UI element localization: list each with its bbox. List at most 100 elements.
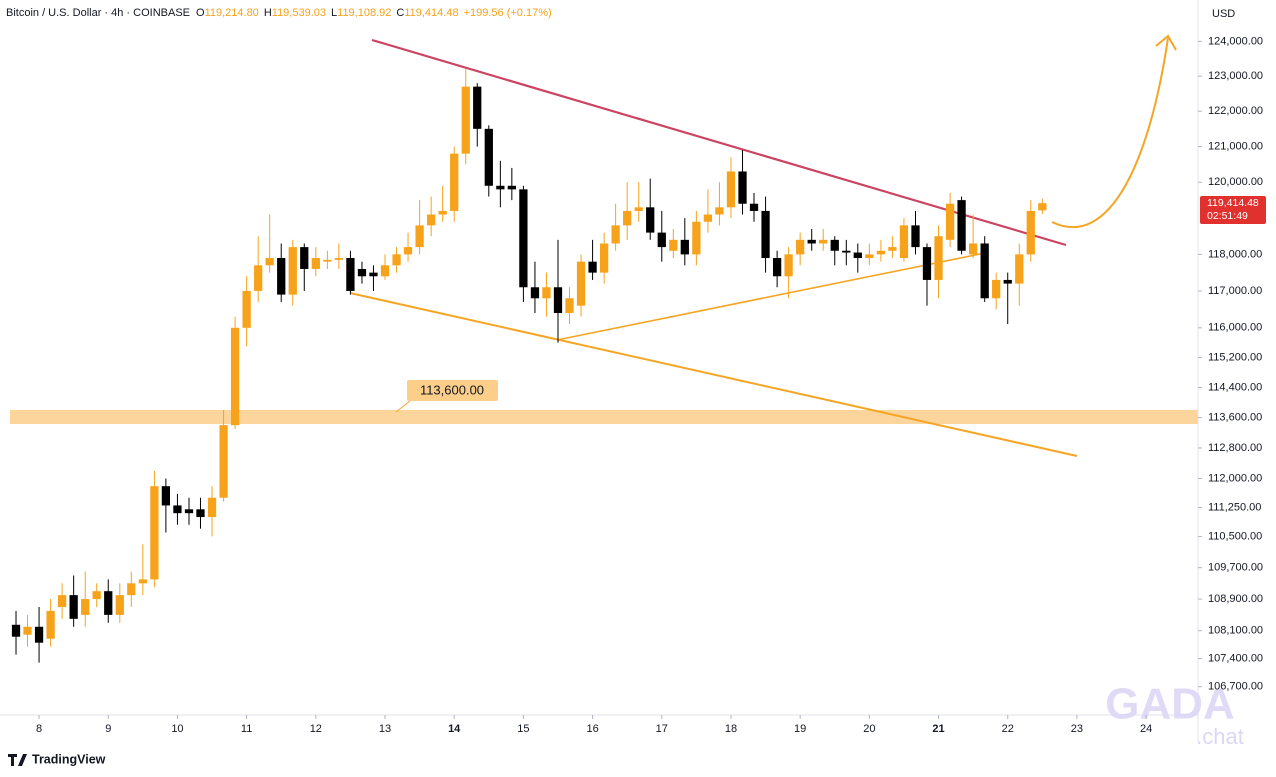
- y-tick-label: 106,700.00: [1208, 681, 1263, 693]
- candle-body: [830, 239, 839, 251]
- x-tick-label: 24: [1140, 723, 1152, 735]
- candle-body: [34, 626, 44, 643]
- candle-body: [323, 259, 332, 262]
- candle-body: [300, 247, 309, 269]
- candle-body: [749, 203, 759, 211]
- zone-label: 113,600.00: [420, 382, 484, 397]
- x-tick-label: 10: [171, 723, 183, 735]
- candle-body: [623, 210, 632, 226]
- candle-body: [23, 626, 32, 635]
- candle-body: [81, 599, 90, 615]
- candle-body: [899, 225, 909, 259]
- candle-body: [427, 214, 436, 226]
- candle-body: [992, 279, 1001, 299]
- candle-body: [726, 171, 736, 208]
- candle-body: [692, 221, 701, 255]
- y-tick-label: 108,100.00: [1208, 625, 1263, 637]
- ohlc-key: O: [196, 7, 205, 19]
- rising-trend-line: [556, 252, 986, 341]
- y-tick-label: 120,000.00: [1208, 176, 1263, 188]
- candle-body: [69, 595, 78, 619]
- arrow-head: [1155, 34, 1177, 51]
- candle-body: [922, 247, 932, 280]
- candle-body: [196, 509, 205, 518]
- candle-body: [876, 250, 886, 255]
- projection-arrow: [1051, 37, 1169, 229]
- currency-label: USD: [1212, 8, 1235, 20]
- last-price-tag: [1200, 196, 1266, 224]
- candle-body: [646, 207, 655, 233]
- change: +199.56 (+0.17%): [464, 7, 552, 19]
- candle-body: [161, 486, 171, 506]
- ohlc-key: C: [396, 7, 404, 19]
- candle-body: [565, 298, 574, 314]
- x-tick-label: 15: [517, 723, 529, 735]
- candle-body: [807, 239, 816, 244]
- y-tick-label: 110,500.00: [1208, 530, 1262, 542]
- candle-body: [738, 171, 747, 204]
- x-tick-label: 14: [448, 723, 461, 735]
- ohlc-key: H: [264, 7, 272, 19]
- candle-body: [207, 497, 217, 518]
- candle-body: [46, 610, 55, 639]
- candle-body: [57, 595, 67, 607]
- candle-body: [634, 207, 643, 211]
- candle-body: [1015, 254, 1024, 284]
- y-tick-label: 115,200.00: [1208, 351, 1262, 363]
- x-tick-label: 17: [656, 723, 668, 735]
- x-tick-label: 12: [310, 723, 322, 735]
- x-tick-label: 20: [863, 723, 875, 735]
- candle-body: [796, 239, 805, 255]
- candle-body: [772, 258, 782, 277]
- watermark: GADA: [1105, 680, 1235, 729]
- x-tick-label: 23: [1071, 723, 1083, 735]
- candle-body: [484, 128, 493, 186]
- candle-body: [11, 624, 21, 637]
- x-tick-label: 13: [379, 723, 391, 735]
- candle-body: [415, 225, 424, 248]
- candle-body: [530, 287, 540, 299]
- y-tick-label: 124,000.00: [1208, 35, 1263, 47]
- ohlc-value: 119,539.03: [272, 7, 326, 19]
- y-tick-label: 112,000.00: [1208, 472, 1262, 484]
- tradingview-logo: [8, 754, 27, 766]
- candle-body: [184, 509, 194, 514]
- x-tick-label: 8: [36, 723, 42, 735]
- candle-body: [600, 243, 609, 273]
- candle-body: [888, 247, 897, 251]
- y-tick-label: 123,000.00: [1208, 70, 1263, 82]
- candle-body: [461, 86, 470, 154]
- candle-body: [311, 258, 320, 269]
- candle-body: [496, 185, 505, 190]
- ohlc-value: 119,108.92: [337, 7, 391, 19]
- x-tick-label: 21: [932, 723, 944, 735]
- candle-body: [392, 254, 401, 266]
- y-tick-label: 112,800.00: [1208, 442, 1262, 454]
- candle-body: [853, 252, 862, 259]
- y-tick-label: 109,700.00: [1208, 562, 1263, 574]
- candle-body: [403, 247, 413, 255]
- candle-body: [934, 236, 943, 280]
- candle-body: [957, 200, 966, 251]
- candle-body: [115, 595, 124, 615]
- x-tick-label: 11: [241, 723, 252, 735]
- candle-body: [242, 290, 251, 328]
- candle-body: [230, 327, 240, 426]
- y-tick-label: 118,000.00: [1208, 248, 1262, 260]
- last-price-label: 119,414.48: [1207, 197, 1259, 209]
- candle-body: [761, 210, 770, 259]
- x-tick-label: 22: [1002, 723, 1014, 735]
- candle-body: [1038, 203, 1047, 211]
- candle-body: [150, 486, 159, 580]
- candle-body: [438, 210, 447, 215]
- candle-body: [450, 153, 459, 211]
- candle-body: [669, 239, 678, 251]
- candle-body: [1003, 279, 1012, 284]
- zone-label-connector: [395, 400, 411, 413]
- candle-body: [127, 583, 136, 596]
- candle-body: [968, 243, 978, 255]
- candle-body: [819, 239, 828, 244]
- symbol: Bitcoin / U.S. Dollar · 4h · COINBASE: [6, 7, 190, 19]
- countdown: 02:51:49: [1207, 210, 1248, 222]
